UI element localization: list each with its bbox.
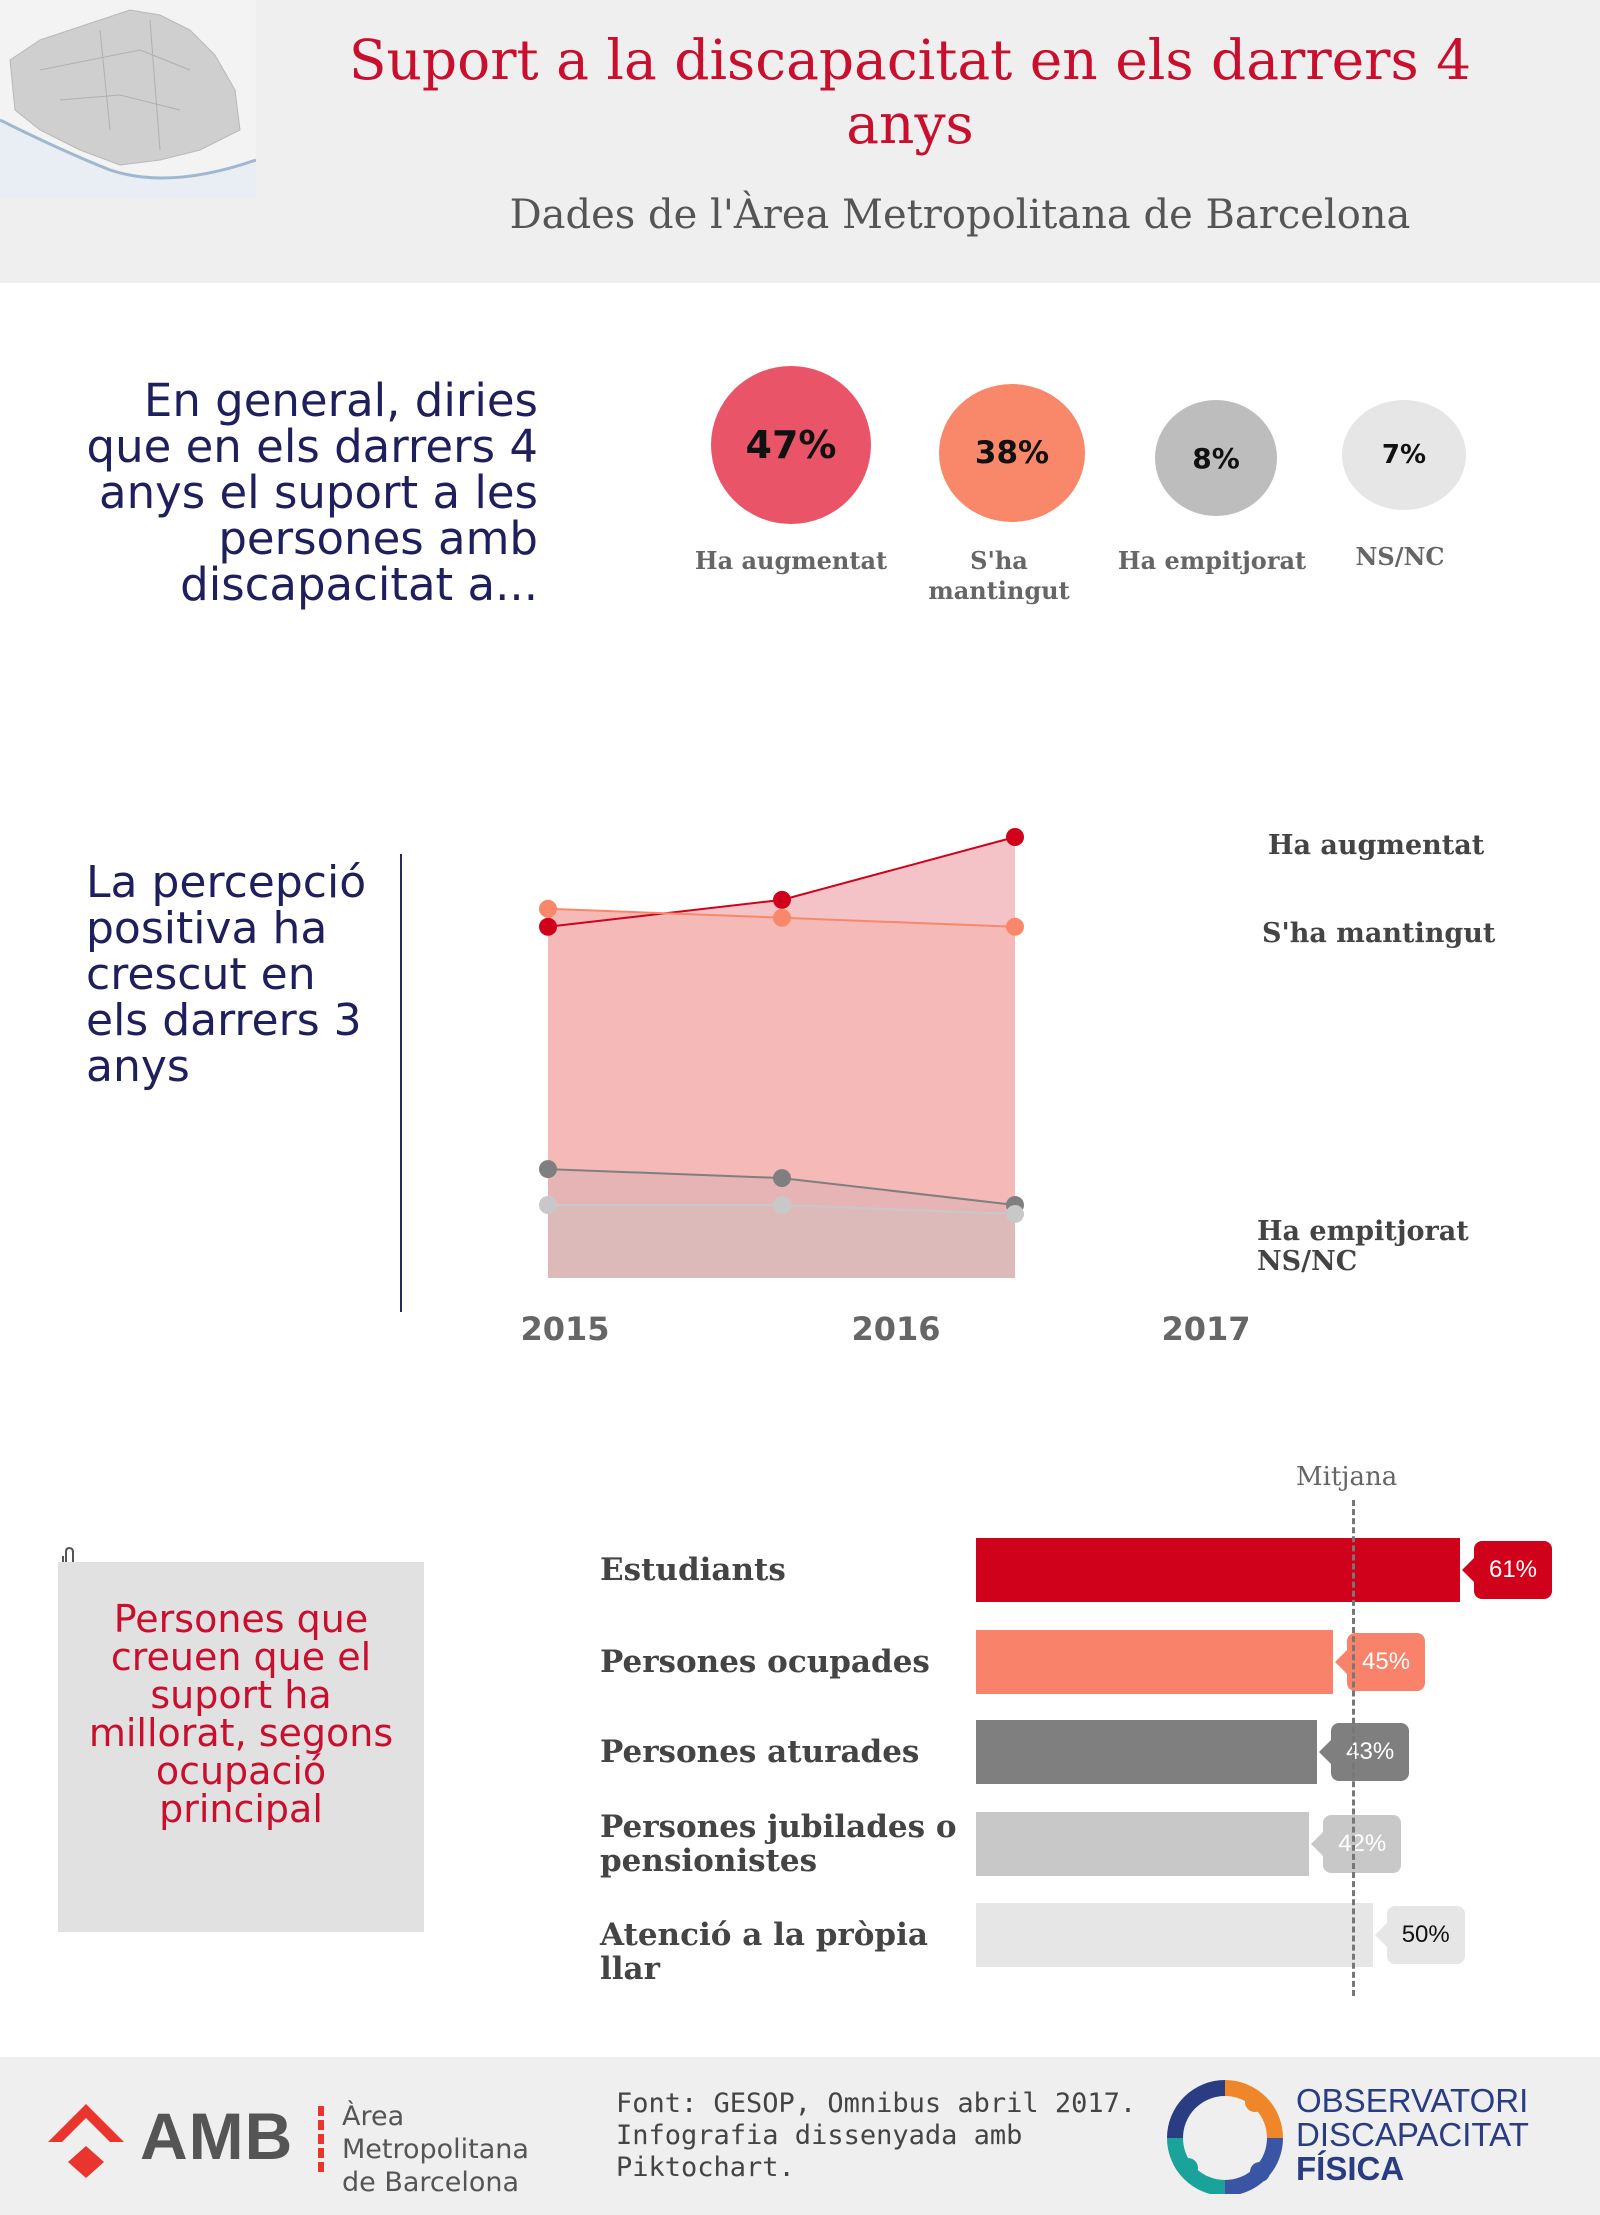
area-fill-3	[548, 1205, 1015, 1278]
bar-value-label: 50%	[1374, 1906, 1465, 1964]
series-label: Ha augmentat	[1268, 830, 1485, 861]
page-subtitle: Dades de l'Àrea Metropolitana de Barcelo…	[509, 192, 1411, 238]
observatori-logo-icon	[1167, 2080, 1283, 2194]
occupation-panel	[58, 1562, 424, 1932]
bar-value-label: 45%	[1335, 1633, 1426, 1691]
bubble-empitjorat-label: Ha empitjorat	[1117, 546, 1307, 575]
data-point	[539, 899, 557, 918]
data-point	[539, 1196, 557, 1214]
bubble-mantingut-label: S'ha mantingut	[928, 546, 1070, 605]
amb-full-name: Àrea Metropolitana de Barcelona	[342, 2100, 592, 2199]
obs-line3: FÍSICA	[1296, 2152, 1596, 2186]
data-point	[539, 1160, 557, 1179]
occupation-title: Persones que creuen que el suport ha mil…	[88, 1597, 394, 1831]
obs-line1: OBSERVATORI	[1296, 2082, 1529, 2119]
data-point	[773, 890, 791, 909]
amb-separator-icon	[318, 2106, 324, 2172]
data-point	[773, 908, 791, 927]
bubble-empitjorat-value: 8%	[1192, 441, 1240, 475]
data-point	[773, 1196, 791, 1214]
bar	[976, 1720, 1318, 1784]
bubble-nsnc-value: 7%	[1381, 440, 1427, 470]
bar-value-label: 42%	[1311, 1815, 1402, 1873]
bubble-augmentat: 47%	[711, 366, 871, 524]
bubble-empitjorat: 8%	[1155, 400, 1277, 516]
amb-logo-icon	[48, 2104, 124, 2178]
bubble-mantingut-value: 38%	[974, 435, 1050, 471]
page-title: Suport a la discapacitat en els darrers …	[348, 28, 1472, 156]
data-point	[539, 917, 557, 936]
footer-band	[0, 2057, 1600, 2215]
bar	[976, 1630, 1334, 1694]
amb-name-line1: Àrea Metropolitana	[342, 2101, 529, 2165]
mitjana-label: Mitjana	[1296, 1462, 1398, 1492]
source-note: Font: GESOP, Omnibus abril 2017. Infogra…	[616, 2088, 1137, 2183]
bar-value-label: 43%	[1319, 1723, 1410, 1781]
metropolitan-map-image	[0, 0, 256, 198]
vertical-divider	[400, 854, 402, 1312]
series-label: NS/NC	[1257, 1246, 1357, 1277]
bar-category-label: Persones ocupades	[600, 1644, 930, 1680]
header-band	[0, 0, 1600, 283]
bar-category-label: Estudiants	[600, 1552, 786, 1588]
amb-name-line2: de Barcelona	[342, 2167, 520, 2198]
data-point	[1006, 828, 1024, 846]
bar	[976, 1538, 1460, 1602]
amb-logo-text: AMB	[140, 2099, 294, 2173]
bar-value-label: 61%	[1462, 1541, 1552, 1599]
series-label: S'ha mantingut	[1262, 918, 1496, 949]
bubble-augmentat-label: Ha augmentat	[694, 546, 888, 575]
area-chart: 2015 2016 2017 Ha augmentat S'ha mantingut H…	[520, 828, 1496, 1348]
bar	[976, 1812, 1310, 1876]
question-1-text: En general, diries que en els darrers 4 …	[86, 374, 538, 611]
question-2-text: La percepció positiva ha crescut en els …	[86, 857, 367, 1092]
data-point	[773, 1169, 791, 1188]
obs-line2: DISCAPACITAT	[1296, 2116, 1529, 2153]
series-label: Ha empitjorat	[1257, 1216, 1469, 1247]
bar-category-label: Atenció a la pròpia llar	[600, 1917, 928, 1987]
bubble-mantingut: 38%	[939, 384, 1085, 522]
data-point	[1006, 1204, 1024, 1223]
x-tick-label: 2016	[851, 1310, 940, 1348]
observatori-name: OBSERVATORI DISCAPACITAT FÍSICA	[1296, 2084, 1596, 2186]
obs-line3-bold: FÍSICA	[1296, 2150, 1405, 2187]
data-point	[1006, 917, 1024, 936]
bubble-nsnc-label: NS/NC	[1355, 542, 1445, 571]
bubble-augmentat-value: 47%	[745, 423, 837, 467]
bar	[976, 1903, 1373, 1967]
x-tick-label: 2015	[520, 1310, 609, 1348]
bar-category-label: Persones jubilades o pensionistes	[600, 1809, 957, 1879]
x-tick-label: 2017	[1161, 1310, 1250, 1348]
mitjana-dashed-line	[1352, 1500, 1355, 1996]
bubble-nsnc: 7%	[1342, 400, 1466, 510]
bar-category-label: Persones aturades	[600, 1734, 920, 1770]
